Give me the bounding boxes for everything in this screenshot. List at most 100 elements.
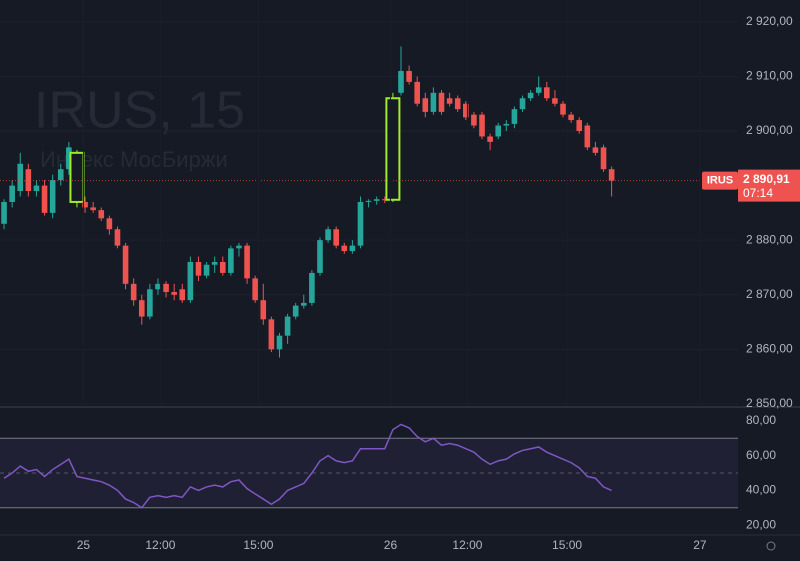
candle-body	[535, 87, 542, 93]
x-tick-label: 26	[384, 538, 398, 552]
y-tick-label: 2 910,00	[746, 69, 793, 83]
candle-body	[471, 114, 477, 126]
candle-body	[138, 300, 145, 317]
candle-body	[147, 289, 153, 317]
candle-body	[33, 185, 40, 192]
candle-body	[114, 229, 121, 246]
candle-body	[69, 151, 85, 203]
candle-body	[463, 103, 469, 118]
candle-body	[608, 169, 615, 181]
x-tick-label: 25	[77, 538, 91, 552]
y-tick-label: 2 870,00	[746, 287, 793, 301]
x-tick-label: 27	[693, 538, 707, 552]
y-tick-label: 80,00	[746, 413, 776, 427]
candle-body	[211, 261, 218, 265]
candle-body	[195, 261, 202, 276]
candle-body	[414, 81, 421, 104]
candle-body	[244, 245, 250, 279]
settings-icon[interactable]	[766, 541, 776, 551]
candle-body	[552, 98, 558, 104]
candle-body	[438, 92, 445, 112]
candle-body	[17, 163, 24, 192]
candle-body	[49, 180, 56, 213]
candle-body	[219, 261, 226, 273]
candle-body	[568, 114, 574, 121]
candle-body	[57, 169, 64, 181]
candle-body	[333, 229, 339, 246]
candle-body	[511, 109, 518, 124]
candle-body	[187, 261, 194, 301]
y-tick-label: 2 900,00	[746, 123, 793, 137]
candle-body	[503, 123, 510, 126]
candle-body	[487, 136, 493, 142]
y-tick-label: 2 860,00	[746, 341, 793, 355]
candle-body	[163, 283, 169, 293]
y-tick-label: 2 920,00	[746, 14, 793, 28]
candle-body	[600, 147, 607, 170]
candle-body	[349, 245, 356, 252]
candle-body	[527, 92, 534, 99]
candle-body	[381, 199, 388, 201]
candle-body	[228, 248, 234, 273]
candle-body	[179, 289, 186, 301]
candle-body	[130, 283, 137, 301]
candle-body	[292, 305, 299, 317]
candle-body	[422, 98, 429, 112]
candle-body	[365, 200, 372, 202]
candle-body	[171, 292, 177, 295]
y-tick-label: 40,00	[746, 483, 776, 497]
candle-body	[9, 185, 15, 202]
candle-body	[519, 98, 526, 110]
candle-body	[82, 201, 88, 208]
candle-body	[260, 300, 267, 320]
x-tick-label: 15:00	[243, 538, 273, 552]
candle-body	[66, 147, 72, 170]
candle-body	[300, 302, 307, 306]
candle-body	[203, 264, 210, 276]
y-tick-label: 60,00	[746, 448, 776, 462]
candle-body	[1, 201, 7, 224]
candle-body	[155, 283, 161, 290]
candle-body	[284, 316, 291, 336]
candle-body	[90, 207, 96, 211]
candle-body	[560, 103, 566, 115]
candle-body	[584, 125, 591, 148]
x-tick-label: 12:00	[452, 538, 482, 552]
rsi-line	[3, 423, 612, 509]
candle-body	[325, 229, 331, 241]
candle-body	[430, 92, 437, 112]
x-tick-label: 15:00	[552, 538, 582, 552]
candle-body	[98, 210, 105, 219]
countdown: 07:14	[743, 186, 773, 200]
candle-body	[385, 97, 401, 201]
candle-body	[495, 125, 502, 137]
y-tick-label: 2 880,00	[746, 232, 793, 246]
candle-body	[252, 278, 258, 301]
candle-body	[592, 147, 599, 153]
candle-body	[122, 245, 129, 284]
candle-body	[479, 114, 485, 137]
candle-body	[268, 319, 275, 350]
symbol-label: IRUS	[707, 175, 733, 187]
candle-body	[576, 120, 583, 131]
candle-body	[406, 70, 412, 82]
price-badge	[738, 169, 800, 202]
candle-body	[357, 201, 364, 246]
candle-body	[446, 98, 453, 104]
candle-body	[454, 98, 461, 110]
candle-body	[106, 218, 113, 230]
candle-body	[373, 199, 380, 201]
last-price-label: 2 890,91	[743, 172, 790, 186]
candle-body	[276, 335, 283, 350]
candle-body	[398, 70, 404, 93]
candle-body	[544, 87, 550, 99]
x-tick-label: 12:00	[145, 538, 175, 552]
candle-body	[317, 240, 323, 273]
candle-body	[41, 185, 48, 213]
candle-body	[341, 245, 348, 252]
candle-body	[236, 245, 242, 249]
candle-body	[25, 169, 32, 192]
watermark: IRUS, 15	[34, 82, 245, 140]
y-tick-label: 2 850,00	[746, 396, 793, 410]
